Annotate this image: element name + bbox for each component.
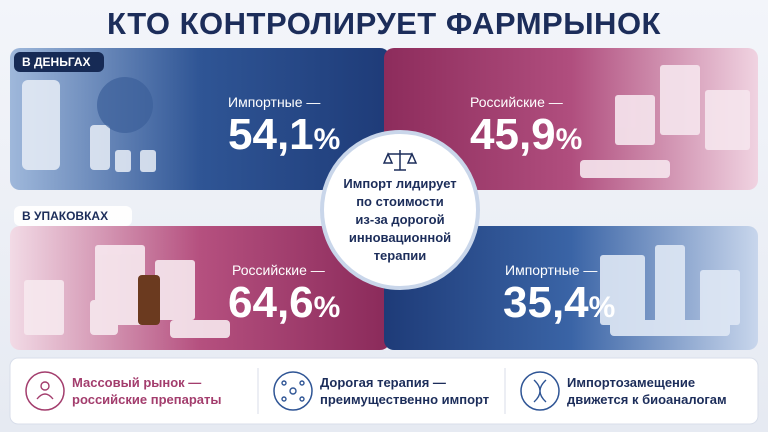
unit: % xyxy=(588,291,616,324)
value: 45,9% xyxy=(470,110,582,160)
unit: % xyxy=(313,123,341,156)
text-line: Импорт лидирует xyxy=(343,176,457,191)
text-line: преимущественно импорт xyxy=(320,392,490,407)
unit: % xyxy=(313,291,341,324)
text-line: Импортозамещение xyxy=(567,375,696,390)
label: Российские — xyxy=(470,94,563,110)
text-line: инновационной xyxy=(348,230,452,245)
text-line: Массовый рынок — xyxy=(72,375,202,390)
value: 35,4% xyxy=(503,278,615,328)
number: 35,4 xyxy=(503,278,589,327)
footer-item: Дорогая терапия — преимущественно импорт xyxy=(320,374,489,408)
label: Российские — xyxy=(232,262,325,278)
footer-item: Импортозамещение движется к биоаналогам xyxy=(567,374,727,408)
number: 64,6 xyxy=(228,278,314,327)
value: 64,6% xyxy=(228,278,340,328)
center-note: Импорт лидирует по стоимости из-за дорогой… xyxy=(320,175,480,265)
title: КТО КОНТРОЛИРУЕТ ФАРМРЫНОК xyxy=(107,6,661,41)
value: 54,1% xyxy=(228,110,340,160)
number: 54,1 xyxy=(228,110,314,159)
label: Импортные — xyxy=(228,94,321,110)
text-line: движется к биоаналогам xyxy=(567,392,727,407)
unit: % xyxy=(555,123,583,156)
text-line: терапии xyxy=(373,248,427,263)
footer-item: Массовый рынок — российские препараты xyxy=(72,374,221,408)
label: Импортные — xyxy=(505,262,598,278)
text-line: из-за дорогой xyxy=(355,212,445,227)
text-line: российские препараты xyxy=(72,392,222,407)
tag: В ДЕНЬГАХ xyxy=(22,55,91,69)
text-line: по стоимости xyxy=(356,194,444,209)
tag: В УПАКОВКАХ xyxy=(22,209,109,223)
number: 45,9 xyxy=(470,110,556,159)
text-line: Дорогая терапия — xyxy=(320,375,446,390)
